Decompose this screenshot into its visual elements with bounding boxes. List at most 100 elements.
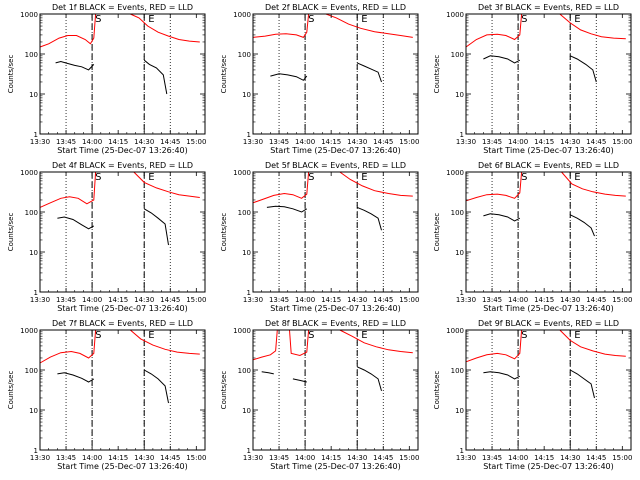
x-tick-label: 14:15 xyxy=(534,454,554,462)
x-axis-label: Start Time (25-Dec-07 13:26:40) xyxy=(270,304,401,313)
y-axis-label: Counts/sec xyxy=(433,55,441,94)
lld-series-line xyxy=(339,329,413,354)
plot-frame xyxy=(39,13,206,135)
x-tick-label: 14:45 xyxy=(373,454,393,462)
y-axis-label: Counts/sec xyxy=(7,213,15,252)
y-tick-label: 10 xyxy=(242,407,251,415)
end-marker-label: E xyxy=(574,330,580,341)
x-tick-label: 14:30 xyxy=(560,138,580,146)
panel-title: Det 4f BLACK = Events, RED = LLD xyxy=(52,161,193,170)
x-tick-label: 14:45 xyxy=(160,138,180,146)
x-tick-label: 14:00 xyxy=(295,454,315,462)
lld-series-line xyxy=(130,13,200,43)
panel-title: Det 5f BLACK = Events, RED = LLD xyxy=(265,161,406,170)
y-tick-label: 1 xyxy=(460,289,464,297)
x-tick-label: 14:00 xyxy=(295,138,315,146)
y-tick-label: 10 xyxy=(29,91,38,99)
panel-title: Det 9f BLACK = Events, RED = LLD xyxy=(478,319,619,328)
x-axis-label: Start Time (25-Dec-07 13:26:40) xyxy=(483,462,614,471)
y-tick-label: 1000 xyxy=(233,169,251,177)
y-tick-label: 1 xyxy=(247,289,251,297)
y-tick-label: 1 xyxy=(34,131,38,139)
lld-series-line xyxy=(465,13,523,48)
start-marker-label: S xyxy=(95,172,101,183)
x-tick-label: 14:30 xyxy=(134,454,154,462)
plot-frame xyxy=(465,171,632,293)
plot-frame xyxy=(465,329,632,451)
y-tick-label: 1000 xyxy=(446,11,464,19)
events-series-line xyxy=(569,214,595,237)
end-marker-label: E xyxy=(361,330,367,341)
lld-series-line xyxy=(325,13,413,38)
x-tick-label: 13:30 xyxy=(456,296,476,304)
events-series-line xyxy=(483,55,521,64)
detector-panel-1: Det 1f BLACK = Events, RED = LLD S E 1 10 100… xyxy=(7,3,206,155)
y-tick-label: 100 xyxy=(25,367,38,375)
x-tick-label: 14:45 xyxy=(373,296,393,304)
start-marker-label: S xyxy=(95,14,101,25)
x-tick-label: 14:30 xyxy=(347,138,367,146)
plot-frame xyxy=(252,329,419,451)
events-series-line xyxy=(57,216,95,230)
lld-series-line xyxy=(561,171,626,197)
y-tick-label: 10 xyxy=(455,91,464,99)
events-series-line xyxy=(270,73,308,81)
x-axis-label: Start Time (25-Dec-07 13:26:40) xyxy=(57,462,188,471)
x-tick-label: 13:45 xyxy=(56,454,76,462)
y-tick-label: 10 xyxy=(29,407,38,415)
y-axis-label: Counts/sec xyxy=(7,371,15,410)
y-tick-label: 1 xyxy=(34,289,38,297)
y-tick-label: 100 xyxy=(25,209,38,217)
y-tick-label: 10 xyxy=(455,407,464,415)
plot-frame xyxy=(39,171,206,293)
x-tick-label: 13:30 xyxy=(243,138,263,146)
plot-frame xyxy=(252,171,419,293)
y-tick-label: 1000 xyxy=(20,11,38,19)
y-tick-label: 1 xyxy=(247,131,251,139)
x-tick-label: 15:00 xyxy=(186,138,206,146)
x-tick-label: 13:45 xyxy=(482,296,502,304)
x-tick-label: 13:30 xyxy=(30,454,50,462)
plot-frame xyxy=(39,329,206,451)
lld-series-line xyxy=(289,329,310,357)
y-tick-label: 100 xyxy=(238,51,251,59)
x-tick-label: 14:45 xyxy=(586,138,606,146)
panel-title: Det 1f BLACK = Events, RED = LLD xyxy=(52,3,193,12)
detector-panel-7: Det 7f BLACK = Events, RED = LLD S E 1 10 100… xyxy=(7,319,206,471)
x-tick-label: 14:15 xyxy=(108,296,128,304)
lld-series-line xyxy=(252,13,310,39)
plot-frame xyxy=(465,13,632,135)
y-tick-label: 100 xyxy=(451,209,464,217)
end-marker-label: E xyxy=(148,14,154,25)
y-tick-label: 100 xyxy=(238,209,251,217)
x-tick-label: 14:45 xyxy=(160,454,180,462)
events-series-line xyxy=(292,378,307,383)
x-tick-label: 13:45 xyxy=(482,138,502,146)
x-axis-label: Start Time (25-Dec-07 13:26:40) xyxy=(57,146,188,155)
y-axis-label: Counts/sec xyxy=(220,371,228,410)
detector-panel-8: Det 8f BLACK = Events, RED = LLD S E 1 10 100… xyxy=(220,319,419,471)
x-tick-label: 14:15 xyxy=(321,296,341,304)
x-tick-label: 13:45 xyxy=(269,454,289,462)
detector-panel-4: Det 4f BLACK = Events, RED = LLD S E 1 10 100… xyxy=(7,161,206,313)
x-tick-label: 14:45 xyxy=(586,454,606,462)
y-tick-label: 10 xyxy=(242,249,251,257)
x-axis-label: Start Time (25-Dec-07 13:26:40) xyxy=(483,146,614,155)
start-marker-label: S xyxy=(521,14,527,25)
x-axis-label: Start Time (25-Dec-07 13:26:40) xyxy=(483,304,614,313)
y-tick-label: 1000 xyxy=(446,169,464,177)
x-tick-label: 13:30 xyxy=(456,138,476,146)
events-series-line xyxy=(356,366,382,392)
lld-series-line xyxy=(39,13,97,48)
x-tick-label: 13:45 xyxy=(269,138,289,146)
x-tick-label: 15:00 xyxy=(399,138,419,146)
events-series-line xyxy=(57,372,95,383)
y-tick-label: 1000 xyxy=(233,11,251,19)
events-series-line xyxy=(357,206,382,231)
x-tick-label: 15:00 xyxy=(186,296,206,304)
panel-title: Det 7f BLACK = Events, RED = LLD xyxy=(52,319,193,328)
end-marker-label: E xyxy=(148,330,154,341)
x-tick-label: 14:15 xyxy=(534,138,554,146)
events-series-line xyxy=(569,55,597,83)
events-series-line xyxy=(143,208,169,246)
